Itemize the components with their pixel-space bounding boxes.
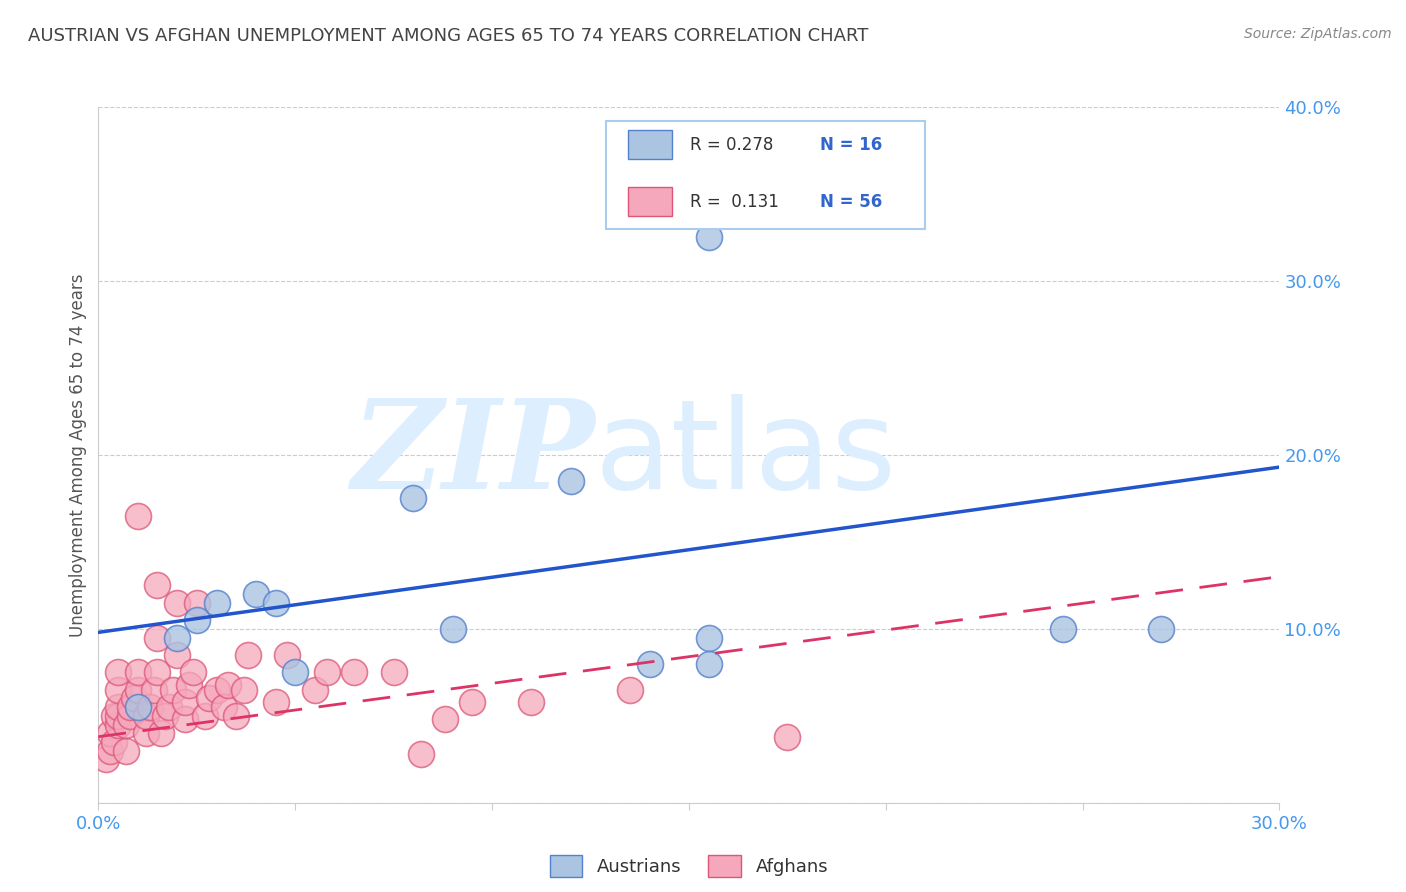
Point xyxy=(245,587,267,601)
Point xyxy=(127,508,149,523)
Text: N = 56: N = 56 xyxy=(820,193,883,211)
Point xyxy=(177,677,200,691)
Point xyxy=(142,682,165,697)
Point xyxy=(103,735,125,749)
Point xyxy=(411,747,433,761)
Point xyxy=(166,631,188,645)
Point xyxy=(146,631,169,645)
Point xyxy=(315,665,337,680)
Point xyxy=(276,648,298,662)
Point xyxy=(697,631,720,645)
Point xyxy=(98,744,121,758)
Point xyxy=(96,752,118,766)
Text: atlas: atlas xyxy=(595,394,897,516)
Point xyxy=(118,708,141,723)
Point xyxy=(98,726,121,740)
Point xyxy=(115,717,138,731)
Bar xyxy=(627,187,672,216)
Point xyxy=(1052,622,1074,636)
Point xyxy=(107,665,129,680)
Point xyxy=(441,622,464,636)
Point xyxy=(186,596,208,610)
Point xyxy=(304,682,326,697)
Point xyxy=(115,744,138,758)
Point xyxy=(461,695,484,709)
Point xyxy=(162,682,184,697)
Point xyxy=(107,682,129,697)
Point xyxy=(127,700,149,714)
Point xyxy=(107,700,129,714)
Point xyxy=(236,648,259,662)
Point xyxy=(697,230,720,244)
Point xyxy=(264,596,287,610)
Text: ZIP: ZIP xyxy=(350,394,595,516)
Point xyxy=(127,682,149,697)
Text: AUSTRIAN VS AFGHAN UNEMPLOYMENT AMONG AGES 65 TO 74 YEARS CORRELATION CHART: AUSTRIAN VS AFGHAN UNEMPLOYMENT AMONG AG… xyxy=(28,27,869,45)
Point xyxy=(560,474,582,488)
Point xyxy=(174,712,197,726)
Point xyxy=(135,726,157,740)
Point xyxy=(127,665,149,680)
Point xyxy=(146,665,169,680)
Point xyxy=(217,677,239,691)
Point xyxy=(107,708,129,723)
Point xyxy=(264,695,287,709)
Point xyxy=(107,717,129,731)
Point xyxy=(214,700,236,714)
Point xyxy=(166,596,188,610)
Point xyxy=(284,665,307,680)
Point xyxy=(157,700,180,714)
Point xyxy=(343,665,366,680)
Point xyxy=(138,700,160,714)
Point xyxy=(225,708,247,723)
FancyBboxPatch shape xyxy=(606,121,925,229)
Point xyxy=(619,682,641,697)
Point xyxy=(205,682,228,697)
Point xyxy=(135,708,157,723)
Legend: Austrians, Afghans: Austrians, Afghans xyxy=(543,847,835,884)
Point xyxy=(776,730,799,744)
Point xyxy=(194,708,217,723)
Y-axis label: Unemployment Among Ages 65 to 74 years: Unemployment Among Ages 65 to 74 years xyxy=(69,273,87,637)
Point xyxy=(638,657,661,671)
Point xyxy=(233,682,256,697)
Text: N = 16: N = 16 xyxy=(820,136,883,153)
Point xyxy=(402,491,425,506)
Point xyxy=(181,665,204,680)
Text: R =  0.131: R = 0.131 xyxy=(690,193,779,211)
Text: Source: ZipAtlas.com: Source: ZipAtlas.com xyxy=(1244,27,1392,41)
Point xyxy=(197,691,219,706)
Bar xyxy=(627,130,672,159)
Point xyxy=(146,578,169,592)
Point xyxy=(382,665,405,680)
Point xyxy=(122,691,145,706)
Point xyxy=(166,648,188,662)
Point xyxy=(118,700,141,714)
Point xyxy=(433,712,456,726)
Point xyxy=(520,695,543,709)
Text: R = 0.278: R = 0.278 xyxy=(690,136,773,153)
Point xyxy=(205,596,228,610)
Point xyxy=(150,726,173,740)
Point xyxy=(697,657,720,671)
Point xyxy=(174,695,197,709)
Point xyxy=(103,708,125,723)
Point xyxy=(155,708,177,723)
Point xyxy=(186,613,208,627)
Point xyxy=(1150,622,1173,636)
